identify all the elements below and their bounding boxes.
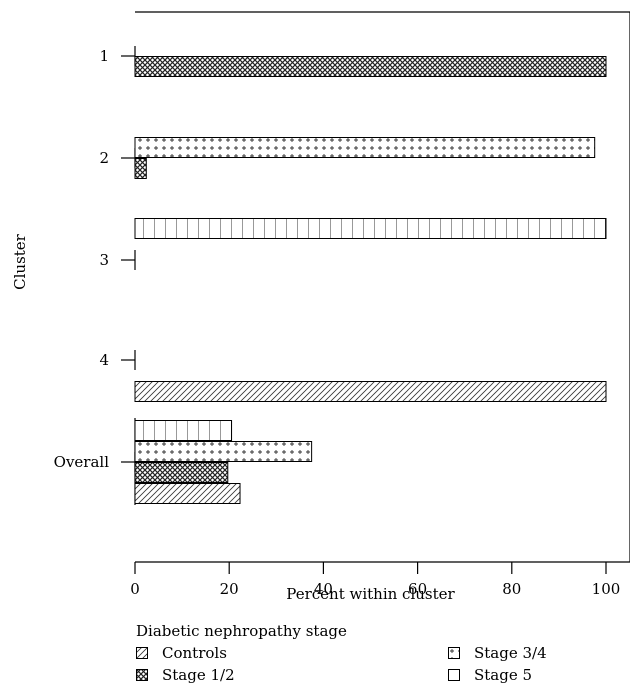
legend: Diabetic nephropathy stage Controls Stage… (136, 620, 616, 686)
legend-label-stage-3-4: Stage 3/4 (474, 644, 547, 662)
legend-label-controls: Controls (162, 644, 227, 662)
bar-controls-overall (134, 483, 241, 504)
labels: 1 2 3 4 Overall 0 20 40 60 80 100 Percent within cl… (11, 47, 620, 603)
chart: 1 2 3 4 Overall 0 20 40 60 80 100 Percent within cl… (11, 11, 630, 603)
legend-item-stage-1-2: Stage 1/2 (136, 664, 448, 686)
x-tick-label: 100 (592, 580, 621, 598)
legend-label-stage-1-2: Stage 1/2 (162, 666, 235, 684)
bar-controls-4 (134, 381, 607, 402)
legend-grid: Controls Stage 3/4 Stage 1/2 Stage 5 (136, 642, 616, 686)
legend-item-stage-3-4: Stage 3/4 (448, 642, 616, 664)
legend-swatch-controls (136, 647, 148, 659)
x-tick-label: 0 (130, 580, 140, 598)
legend-title: Diabetic nephropathy stage (136, 622, 347, 640)
x-tick-label: 60 (408, 580, 427, 598)
x-axis-title: Percent within cluster (286, 585, 455, 603)
bar-stage-1-2-1 (134, 56, 607, 77)
x-tick-label: 80 (502, 580, 521, 598)
y-tick-label: 1 (99, 47, 109, 65)
legend-item-controls: Controls (136, 642, 448, 664)
y-tick-label: 4 (99, 351, 109, 369)
bar-stage-5-overall (134, 420, 233, 441)
y-tick-label: Overall (54, 453, 110, 471)
legend-swatch-stage-1-2 (136, 669, 148, 681)
y-axis-title: Cluster (11, 233, 29, 290)
y-tick-label: 2 (99, 149, 109, 167)
y-tick-label: 3 (99, 251, 109, 269)
bar-stage-1-2-overall (134, 462, 229, 483)
bar-stage-1-2-2 (134, 158, 147, 179)
legend-item-stage-5: Stage 5 (448, 664, 616, 686)
x-tick-label: 40 (314, 580, 333, 598)
bar-stage-3-4-2 (134, 137, 596, 158)
bar-stage-5-3 (134, 218, 607, 239)
legend-swatch-stage-5 (448, 669, 460, 681)
legend-swatch-stage-3-4 (448, 647, 460, 659)
bar-stage-3-4-overall (134, 441, 313, 462)
bars (134, 56, 607, 504)
x-tick-label: 20 (220, 580, 239, 598)
legend-label-stage-5: Stage 5 (474, 666, 533, 684)
